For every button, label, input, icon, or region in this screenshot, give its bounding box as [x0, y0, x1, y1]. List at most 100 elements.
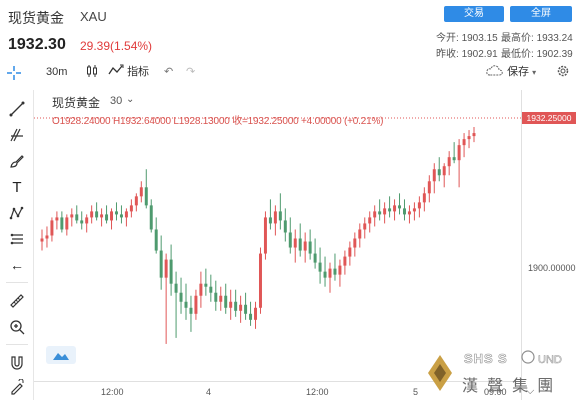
- candle-body: [50, 220, 54, 236]
- collapse-icon[interactable]: ⌵: [526, 385, 535, 397]
- candle-body: [273, 211, 277, 224]
- y-tick-label: 1900.00000: [528, 263, 576, 273]
- candle: [472, 127, 476, 143]
- candle-type-button[interactable]: [86, 64, 98, 80]
- candle: [398, 193, 402, 215]
- candle-body: [402, 208, 406, 215]
- candle: [85, 214, 89, 233]
- candle-body: [169, 259, 173, 284]
- trend-line-tool[interactable]: [6, 98, 28, 120]
- candle: [184, 283, 188, 320]
- ruler-tool[interactable]: [6, 290, 28, 312]
- candle-body: [467, 136, 471, 140]
- candle: [154, 217, 158, 254]
- redo-button[interactable]: ↷: [186, 64, 195, 80]
- candle: [432, 163, 436, 194]
- crosshair-tool-button[interactable]: [6, 64, 30, 80]
- text-tool[interactable]: T: [6, 176, 28, 198]
- fib-tool[interactable]: [6, 124, 28, 146]
- chart-mode-button[interactable]: [46, 346, 76, 364]
- candle: [70, 208, 74, 227]
- candle: [353, 232, 357, 257]
- back-arrow-button[interactable]: ←: [6, 254, 28, 276]
- candle: [194, 289, 198, 320]
- candle-body: [234, 301, 238, 311]
- x-tick-label: 12:00: [101, 387, 124, 397]
- current-price: 1932.30: [8, 36, 66, 53]
- candle: [174, 271, 178, 338]
- lock-pencil-icon: [11, 379, 24, 395]
- legend-chevron-icon[interactable]: ⌄: [126, 94, 135, 105]
- arrow-left-icon: ←: [10, 257, 24, 273]
- candle-body: [194, 295, 198, 314]
- candle: [417, 196, 421, 218]
- candle-body: [219, 295, 223, 302]
- settings-button[interactable]: [556, 64, 570, 80]
- candle: [179, 277, 183, 314]
- candle: [114, 202, 118, 221]
- candle: [333, 253, 337, 281]
- candle-body: [105, 214, 109, 221]
- candle: [105, 205, 109, 224]
- candle: [45, 226, 49, 248]
- candle: [378, 199, 382, 221]
- candle-body: [45, 235, 49, 239]
- candle-body: [95, 211, 99, 218]
- brush-tool[interactable]: [6, 150, 28, 172]
- stat-open: 今开: 1903.15: [436, 33, 498, 44]
- candle: [234, 289, 238, 317]
- measure-tool[interactable]: [6, 228, 28, 250]
- candle: [383, 202, 387, 224]
- magnet-icon: [11, 356, 23, 370]
- candle-body: [333, 268, 337, 275]
- candle: [263, 211, 267, 260]
- save-button[interactable]: 保存 ▾: [486, 64, 536, 80]
- candle: [110, 208, 114, 230]
- candle: [239, 295, 243, 323]
- text-t-icon: T: [12, 178, 22, 196]
- gear-icon: [557, 65, 569, 77]
- redo-icon: ↷: [186, 66, 196, 78]
- candle-body: [124, 211, 128, 218]
- candle: [268, 199, 272, 230]
- candle-body: [154, 229, 158, 251]
- candle-body: [189, 307, 193, 314]
- candle: [278, 193, 282, 230]
- candle: [169, 244, 173, 296]
- candle-body: [442, 166, 446, 176]
- undo-button[interactable]: ↶: [164, 64, 173, 80]
- candle-body: [457, 145, 461, 161]
- zoom-in-icon: [10, 320, 25, 335]
- candle-body: [263, 217, 267, 254]
- trade-button[interactable]: 交易: [444, 6, 504, 22]
- indicators-button[interactable]: 指标: [108, 64, 149, 80]
- undo-icon: ↶: [164, 66, 174, 78]
- svg-text:S: S: [498, 351, 507, 366]
- tool-divider: [6, 282, 28, 283]
- fullscreen-button[interactable]: 全屏: [510, 6, 572, 22]
- magnet-tool[interactable]: [6, 352, 28, 374]
- candle: [283, 208, 287, 242]
- candle: [244, 292, 248, 320]
- candle: [437, 157, 441, 182]
- chevron-down-icon: ▾: [532, 68, 537, 77]
- instrument-code: XAU: [80, 9, 107, 24]
- candle: [407, 205, 411, 224]
- candle: [452, 142, 456, 164]
- candle: [139, 181, 143, 203]
- candle: [209, 274, 213, 302]
- pattern-tool[interactable]: [6, 202, 28, 224]
- candle-body: [40, 238, 44, 242]
- candle: [119, 205, 123, 224]
- price-chart[interactable]: [34, 90, 522, 380]
- candle-body: [378, 211, 382, 215]
- lock-drawing-tool[interactable]: [6, 376, 28, 398]
- interval-selector[interactable]: 30m: [46, 66, 68, 78]
- candle: [447, 151, 451, 176]
- candle: [393, 199, 397, 221]
- candle-body: [398, 205, 402, 209]
- save-label: 保存: [507, 66, 530, 78]
- candle-body: [368, 217, 372, 224]
- candle-body: [85, 217, 89, 224]
- zoom-tool[interactable]: [6, 316, 28, 338]
